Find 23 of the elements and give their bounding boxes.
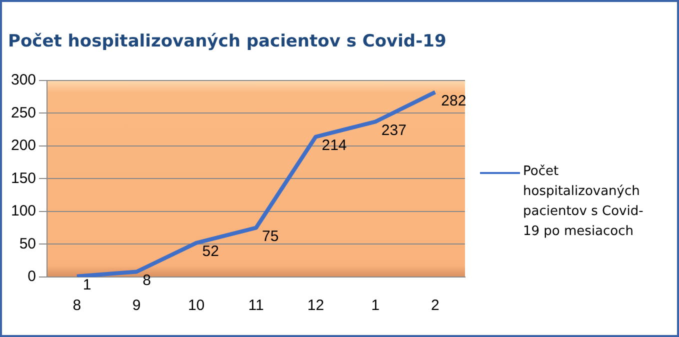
x-tick-label: 9: [132, 297, 141, 314]
data-label: 52: [202, 243, 219, 260]
x-tick-label: 11: [248, 297, 264, 314]
chart-title: Počet hospitalizovaných pacientov s Covid-19: [8, 32, 446, 52]
x-tick-label: 8: [72, 297, 82, 314]
y-tick-label: 0: [28, 268, 36, 286]
x-tick-label: 2: [430, 297, 440, 314]
x-tick-label: 1: [371, 297, 380, 314]
legend-label: Počet hospitalizovaných pacientov s Covid-19 po mesiacoch: [523, 163, 644, 241]
y-tick-label: 250: [10, 104, 36, 122]
data-label: 214: [322, 136, 347, 154]
data-label: 282: [441, 92, 466, 110]
y-tick-label: 100: [10, 202, 36, 220]
data-label: 75: [262, 228, 279, 245]
data-label: 237: [381, 122, 406, 139]
y-tick-label: 200: [10, 137, 36, 154]
y-tick-label: 300: [10, 72, 36, 89]
x-tick-label: 12: [307, 297, 324, 314]
data-label: 1: [82, 276, 92, 294]
y-tick-label: 50: [19, 235, 36, 252]
data-label: 8: [142, 272, 151, 289]
x-tick-label: 10: [188, 297, 205, 314]
y-tick-label: 150: [10, 170, 36, 187]
